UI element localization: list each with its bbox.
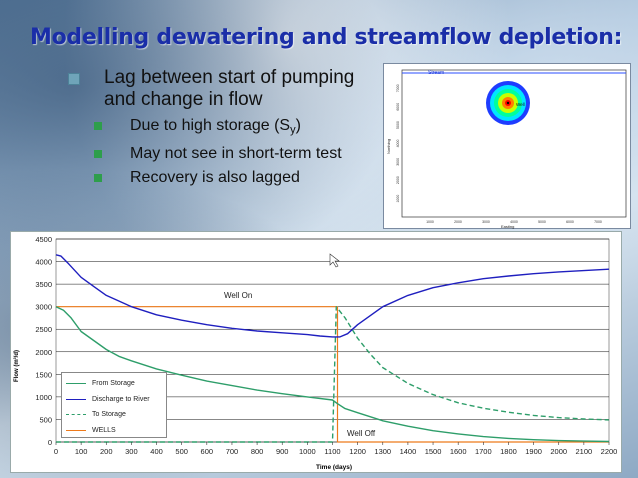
- mouse-cursor-icon: [329, 253, 340, 268]
- y-tick-label: 500: [39, 415, 52, 424]
- x-tick-label: 300: [125, 447, 138, 456]
- map-x-tick-label: 3000: [482, 220, 490, 224]
- well-label: Well: [516, 102, 525, 107]
- x-tick-label: 1000: [299, 447, 316, 456]
- x-tick-label: 1400: [400, 447, 417, 456]
- chart-x-axis-label: Time (days): [316, 464, 353, 471]
- chart-series: [55, 253, 610, 443]
- y-tick-label: 3000: [35, 303, 52, 312]
- chart-legend: From Storage Discharge to River To Stora…: [61, 372, 167, 438]
- map-y-tick-label: 4000: [396, 140, 400, 148]
- x-tick-label: 1600: [450, 447, 467, 456]
- chart-y-axis-label: Flow (m³/d): [14, 350, 20, 382]
- x-tick-label: 1100: [324, 447, 340, 456]
- map-x-tick-label: 2000: [454, 220, 462, 224]
- map-y-axis-label: Northing: [386, 139, 391, 154]
- map-x-axis-label: Easting: [501, 224, 514, 229]
- annotation-well-on: Well On: [224, 291, 253, 300]
- y-tick-label: 2000: [35, 348, 52, 357]
- legend-swatch: [66, 398, 86, 400]
- series-line-to-storage: [56, 306, 610, 443]
- y-tick-label: 4000: [35, 258, 52, 267]
- sub-bullet-square-icon: [94, 122, 102, 130]
- x-tick-label: 2200: [601, 447, 618, 456]
- map-x-tick-label: 7000: [594, 220, 602, 224]
- x-tick-label: 400: [150, 447, 163, 456]
- annotation-well-off: Well Off: [347, 429, 376, 438]
- drawdown-rings: [486, 81, 530, 125]
- x-tick-label: 800: [251, 447, 264, 456]
- legend-label: WELLS: [92, 426, 116, 434]
- slide-title: Modelling dewatering and streamflow depl…: [30, 25, 623, 50]
- sub-bullet-storage: Due to high storage (Sy): [68, 117, 368, 139]
- x-tick-label: 200: [100, 447, 113, 456]
- y-tick-label: 4500: [35, 235, 52, 244]
- sub-bullet-recovery: Recovery is also lagged: [68, 169, 368, 187]
- sub-bullet-tail: ): [295, 117, 301, 134]
- bullet-list: Lag between start of pumping and change …: [68, 67, 368, 187]
- bullet-main-text: Lag between start of pumping and change …: [104, 67, 355, 110]
- sub-bullet-subscript: y: [290, 124, 296, 136]
- map-x-tick-label: 6000: [566, 220, 574, 224]
- x-tick-label: 1800: [500, 447, 517, 456]
- sub-bullet-text: May not see in short-term test: [130, 145, 342, 162]
- x-tick-label: 600: [201, 447, 214, 456]
- x-tick-label: 1500: [425, 447, 442, 456]
- y-tick-label: 3500: [35, 280, 52, 289]
- bullet-square-icon: [68, 73, 80, 85]
- y-tick-label: 2500: [35, 325, 52, 334]
- legend-item-wells: WELLS: [66, 423, 162, 439]
- map-y-ticks: 7000 6000 5000 4000 3000 2000 1000: [396, 84, 400, 202]
- sub-bullet-text: Due to high storage (S: [130, 117, 291, 134]
- map-y-tick-label: 3000: [396, 158, 400, 166]
- stream-label: Stream: [428, 70, 444, 76]
- map-x-tick-label: 5000: [538, 220, 546, 224]
- x-tick-label: 1300: [374, 447, 391, 456]
- map-y-tick-label: 2000: [396, 176, 400, 184]
- model-map: Stream Well 1000 2000 3000 4000 5000 6000 7000…: [386, 69, 627, 229]
- bullet-main: Lag between start of pumping and change …: [68, 67, 368, 111]
- legend-swatch: [66, 429, 86, 431]
- model-map-panel: Stream Well 1000 2000 3000 4000 5000 6000 7000…: [383, 63, 631, 229]
- x-tick-label: 500: [175, 447, 188, 456]
- legend-label: From Storage: [92, 380, 135, 388]
- x-tick-label: 900: [276, 447, 289, 456]
- series-line-discharge-to-river: [55, 254, 610, 338]
- map-y-tick-label: 5000: [396, 121, 400, 129]
- legend-item-to-storage: To Storage: [66, 407, 162, 423]
- chart-axes: 0 500 1000 1500 2000 2500 3000 3500 4000 4500 0 100…: [35, 235, 617, 456]
- legend-label: To Storage: [92, 411, 126, 419]
- series-line-wells: [56, 306, 609, 443]
- y-tick-label: 0: [48, 438, 52, 447]
- x-tick-label: 700: [226, 447, 239, 456]
- x-tick-label: 2000: [550, 447, 567, 456]
- series-line-from-storage: [55, 306, 610, 443]
- y-tick-label: 1500: [35, 370, 52, 379]
- x-tick-label: 2100: [576, 447, 593, 456]
- map-x-tick-label: 4000: [510, 220, 518, 224]
- legend-swatch: [66, 414, 86, 416]
- x-tick-label: 0: [54, 447, 58, 456]
- legend-label: Discharge to River: [92, 395, 150, 403]
- sub-bullet-text: Recovery is also lagged: [130, 169, 300, 186]
- legend-item-from-storage: From Storage: [66, 376, 162, 392]
- legend-item-discharge-to-river: Discharge to River: [66, 392, 162, 408]
- map-y-tick-label: 6000: [396, 103, 400, 111]
- sub-bullet-square-icon: [94, 174, 102, 182]
- x-tick-label: 1900: [525, 447, 542, 456]
- flow-chart-panel: 0 500 1000 1500 2000 2500 3000 3500 4000 4500 0 100…: [10, 231, 622, 473]
- map-y-tick-label: 7000: [396, 84, 400, 92]
- map-x-tick-label: 1000: [426, 220, 434, 224]
- y-tick-label: 1000: [35, 393, 52, 402]
- x-tick-label: 1200: [349, 447, 366, 456]
- well-marker: [506, 101, 510, 105]
- x-tick-label: 100: [75, 447, 88, 456]
- legend-swatch: [66, 383, 86, 385]
- sub-bullet-square-icon: [94, 150, 102, 158]
- map-y-tick-label: 1000: [396, 195, 400, 203]
- map-x-ticks: 1000 2000 3000 4000 5000 6000 7000: [426, 220, 602, 224]
- x-tick-label: 1700: [475, 447, 492, 456]
- sub-bullet-short-term: May not see in short-term test: [68, 145, 368, 163]
